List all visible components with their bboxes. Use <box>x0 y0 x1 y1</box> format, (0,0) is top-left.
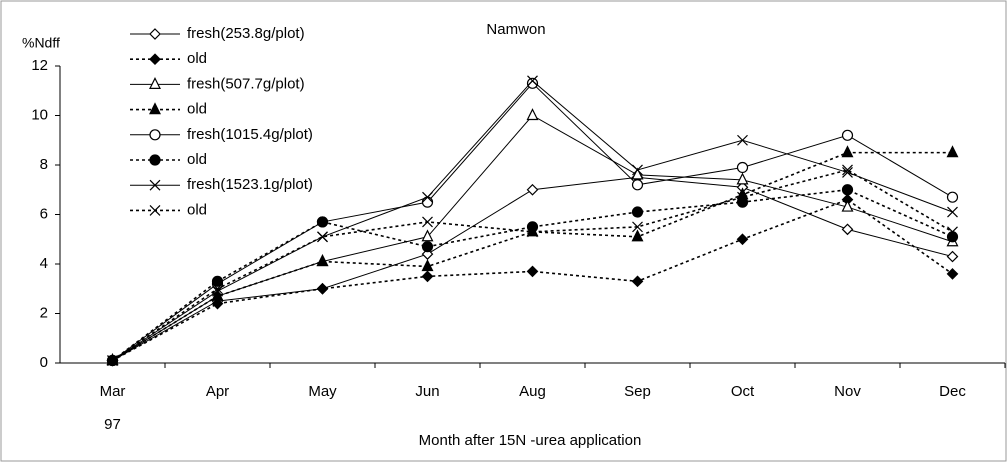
marker <box>737 134 748 146</box>
x-year-label: 97 <box>104 416 121 433</box>
y-tick-label: 4 <box>40 255 48 272</box>
y-tick-label: 12 <box>31 57 48 74</box>
marker <box>421 259 434 272</box>
legend: fresh(253.8g/plot) old fresh(507.7g/plot) o… <box>130 25 313 218</box>
marker <box>149 77 161 90</box>
marker <box>736 172 749 185</box>
marker <box>946 250 959 263</box>
x-tick-label: Jun <box>415 383 439 400</box>
marker <box>841 129 854 141</box>
marker <box>316 282 329 295</box>
marker <box>736 161 749 174</box>
marker <box>631 275 644 288</box>
x-tick-label: Apr <box>206 383 229 400</box>
marker <box>149 179 161 191</box>
marker <box>946 145 959 158</box>
marker <box>841 184 854 196</box>
marker <box>527 226 538 238</box>
marker <box>841 223 854 236</box>
marker <box>737 191 748 203</box>
legend-label: old <box>187 50 207 67</box>
marker <box>421 270 434 283</box>
marker <box>946 231 959 243</box>
marker <box>212 285 223 297</box>
series-line <box>112 114 953 361</box>
marker <box>526 221 539 233</box>
marker <box>947 226 958 238</box>
x-tick-label: Dec <box>939 383 966 400</box>
marker <box>842 164 853 176</box>
marker <box>631 206 644 218</box>
marker <box>631 179 644 191</box>
marker <box>149 204 161 216</box>
marker <box>632 221 643 233</box>
y-tick-label: 8 <box>40 156 48 173</box>
marker <box>317 231 328 243</box>
marker <box>631 167 644 180</box>
marker <box>527 75 538 87</box>
legend-label: fresh(253.8g/plot) <box>187 25 305 42</box>
marker <box>632 164 643 176</box>
marker <box>421 241 434 253</box>
marker <box>422 216 433 228</box>
marker <box>149 154 161 166</box>
marker <box>149 129 161 141</box>
legend-label: fresh(1015.4g/plot) <box>187 126 313 143</box>
marker <box>422 191 433 203</box>
x-tick-label: Oct <box>731 383 755 400</box>
marker <box>316 254 329 267</box>
marker <box>841 145 854 158</box>
marker <box>149 53 161 66</box>
marker <box>526 265 539 278</box>
x-tick-label: Sep <box>624 383 651 400</box>
legend-label: old <box>187 101 207 118</box>
x-tick-label: Mar <box>100 383 126 400</box>
marker <box>211 288 224 301</box>
x-tick-label: May <box>308 383 337 400</box>
marker <box>736 233 749 246</box>
legend-label: old <box>187 201 207 218</box>
marker <box>526 183 539 196</box>
marker <box>946 268 959 280</box>
marker <box>107 355 118 366</box>
legend-label: old <box>187 151 207 168</box>
marker <box>421 229 434 242</box>
marker <box>842 167 853 178</box>
marker <box>841 199 854 212</box>
y-tick-label: 0 <box>40 354 48 371</box>
marker <box>526 108 539 121</box>
x-axis-label: Month after 15N -urea application <box>419 432 642 449</box>
marker <box>316 216 329 228</box>
marker <box>526 77 539 89</box>
y-tick-label: 2 <box>40 304 48 321</box>
y-tick-label: 6 <box>40 205 48 222</box>
x-tick-label: Nov <box>834 383 861 400</box>
marker <box>149 28 161 40</box>
series-line <box>112 169 953 362</box>
marker <box>946 191 959 203</box>
marker <box>211 297 224 310</box>
marker <box>211 275 224 287</box>
y-tick-label: 10 <box>31 106 48 123</box>
y-axis-label: %Ndff <box>22 35 60 51</box>
marker <box>149 102 161 115</box>
x-tick-label: Aug <box>519 383 546 400</box>
chart-title: Namwon <box>486 21 545 38</box>
marker <box>631 229 644 242</box>
marker <box>212 283 223 295</box>
legend-label: fresh(507.7g/plot) <box>187 75 305 92</box>
marker <box>947 206 958 218</box>
legend-label: fresh(1523.1g/plot) <box>187 176 313 193</box>
